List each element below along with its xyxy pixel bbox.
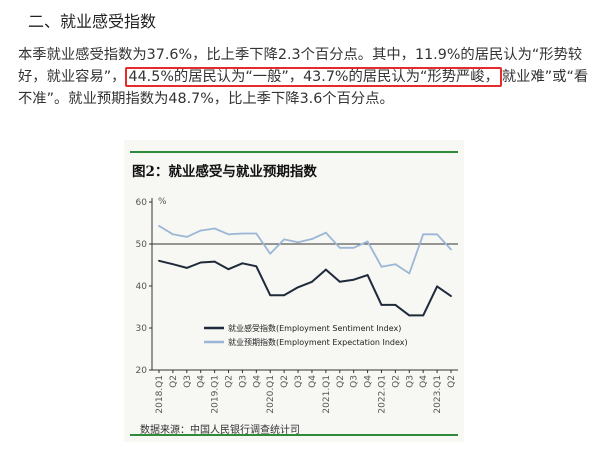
series-1-point <box>394 304 397 306</box>
x-tick-label: Q3 <box>183 375 193 388</box>
x-tick-label: 2022.Q1 <box>377 375 387 414</box>
figure-top-rule <box>130 151 458 153</box>
y-tick-label: 20 <box>136 366 148 376</box>
y-tick-label: 30 <box>136 324 148 334</box>
x-tick-label: Q2 <box>280 375 290 388</box>
series-2-point <box>394 263 397 266</box>
section-title: 二、就业感受指数 <box>28 12 157 31</box>
legend-label-1: 就业感受指数(Employment Sentiment Index) <box>228 323 401 333</box>
series-2-point <box>241 232 244 235</box>
series-1-point <box>213 260 216 263</box>
series-2-point <box>227 233 230 236</box>
series-1-point <box>311 280 313 283</box>
series-1-point <box>172 263 174 266</box>
series-1-point <box>408 314 411 317</box>
series-1-point <box>297 286 299 289</box>
x-tick-label: Q2 <box>169 375 179 388</box>
series-1-point <box>158 259 160 262</box>
series-2-point <box>408 272 411 275</box>
series-2-point <box>297 241 299 244</box>
figure-bottom-rule <box>130 434 458 436</box>
y-tick-label: 60 <box>136 198 148 208</box>
x-tick-label: 2018.Q1 <box>155 375 165 414</box>
series-1-point <box>436 285 438 288</box>
series-2-point <box>255 232 258 235</box>
series-2-point <box>338 246 341 249</box>
series-line-2 <box>158 225 452 275</box>
series-1-point <box>269 294 272 297</box>
summary-paragraph: 本季就业感受指数为37.6%，比上季下降2.3个百分点。其中，11.9%的居民认… <box>18 44 590 110</box>
series-2-point <box>436 233 438 236</box>
x-tick-label: Q2 <box>391 375 401 388</box>
figure-title: 图2：就业感受与就业预期指数 <box>132 164 317 180</box>
x-tick-label: Q4 <box>308 375 318 388</box>
x-tick-label: 2021.Q1 <box>322 375 332 414</box>
series-1-point <box>352 278 355 281</box>
series-1-point <box>450 295 452 297</box>
series-1-point <box>283 294 286 297</box>
figure-source: 数据来源：中国人民银行调查统计司 <box>140 425 300 436</box>
series-2-point <box>185 235 188 238</box>
series-1-point <box>241 262 244 265</box>
series-2-point <box>199 229 202 232</box>
series-1-point <box>227 268 230 271</box>
series-1-point <box>324 268 327 271</box>
x-tick-label: Q4 <box>364 375 374 388</box>
series-2-point <box>366 240 369 243</box>
series-1-point <box>380 304 383 306</box>
x-tick-label: Q3 <box>238 375 248 388</box>
y-tick-label: 40 <box>136 282 148 292</box>
series-2-point <box>450 248 452 251</box>
series-2-point <box>380 265 383 268</box>
legend-label-2: 就业预期指数(Employment Expectation Index) <box>228 337 408 347</box>
x-tick-label: Q4 <box>252 375 262 388</box>
series-1-point <box>255 265 258 268</box>
highlighted-text: 44.5%的居民认为“一般”，43.7%的居民认为“形势严峻， <box>125 67 502 87</box>
x-tick-label: Q2 <box>225 375 235 388</box>
x-tick-label: Q2 <box>447 375 457 388</box>
x-tick-label: Q3 <box>350 375 360 388</box>
paragraph-part1: 本季就业感受指数为37.6%，比上季下降2.3个百分点。其中，11.9%的居民认… <box>18 47 583 85</box>
series-2-point <box>324 231 327 234</box>
paragraph-part2: 就业难”或“看不准”。就业预期指数为48.7%，比上季下降3.6个百分点。 <box>18 69 589 107</box>
y-tick-label: 50 <box>136 240 148 250</box>
series-1-point <box>338 280 341 283</box>
x-tick-label: 2020.Q1 <box>266 375 276 414</box>
series-line-1 <box>158 259 452 317</box>
series-2-point <box>172 233 174 236</box>
series-2-point <box>283 238 286 241</box>
series-2-point <box>213 227 216 230</box>
x-tick-label: Q4 <box>197 375 207 388</box>
series-1-point <box>366 274 369 276</box>
x-tick-label: 2019.Q1 <box>211 375 221 414</box>
series-2-point <box>269 252 272 255</box>
series-2-point <box>422 233 425 236</box>
series-2-point <box>158 225 160 227</box>
y-unit-label: % <box>158 197 167 207</box>
series-2-point <box>311 238 313 240</box>
x-tick-label: Q3 <box>294 375 304 388</box>
chart-figure: 图2：就业感受与就业预期指数 20 30 40 50 60% 2018.Q1 Q2 Q3 Q4 2… <box>124 140 464 442</box>
x-tick-label: Q4 <box>419 375 429 388</box>
x-tick-label: Q3 <box>405 375 415 388</box>
series-1-point <box>199 261 202 264</box>
series-1-point <box>422 314 425 317</box>
x-tick-label: 2023.Q1 <box>433 375 443 414</box>
series-1-point <box>185 267 188 269</box>
series-2-point <box>352 246 355 249</box>
x-tick-label: Q2 <box>336 375 346 388</box>
